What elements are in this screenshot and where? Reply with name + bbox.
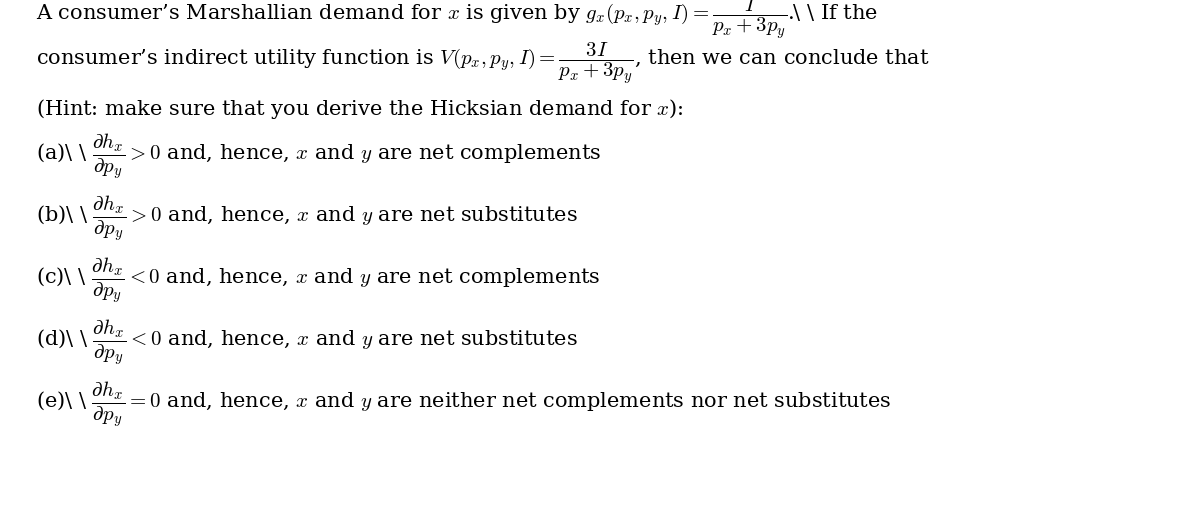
Text: (e)\ \ $\dfrac{\partial h_x}{\partial p_y} = 0$ and, hence, $x$ and $y$ are neit: (e)\ \ $\dfrac{\partial h_x}{\partial p_… <box>36 379 892 429</box>
Text: (d)\ \ $\dfrac{\partial h_x}{\partial p_y} < 0$ and, hence, $x$ and $y$ are net : (d)\ \ $\dfrac{\partial h_x}{\partial p_… <box>36 317 577 367</box>
Text: (a)\ \ $\dfrac{\partial h_x}{\partial p_y} > 0$ and, hence, $x$ and $y$ are net : (a)\ \ $\dfrac{\partial h_x}{\partial p_… <box>36 131 601 181</box>
Text: consumer’s indirect utility function is $V(p_x, p_y, I) = \dfrac{3I}{p_x+3p_y}$,: consumer’s indirect utility function is … <box>36 41 930 86</box>
Text: A consumer’s Marshallian demand for $x$ is given by $g_x(p_x, p_y, I) = \dfrac{I: A consumer’s Marshallian demand for $x$ … <box>36 0 878 41</box>
Text: (b)\ \ $\dfrac{\partial h_x}{\partial p_y} > 0$ and, hence, $x$ and $y$ are net : (b)\ \ $\dfrac{\partial h_x}{\partial p_… <box>36 193 577 243</box>
Text: (Hint: make sure that you derive the Hicksian demand for $x$):: (Hint: make sure that you derive the Hic… <box>36 97 684 121</box>
Text: (c)\ \ $\dfrac{\partial h_x}{\partial p_y} < 0$ and, hence, $x$ and $y$ are net : (c)\ \ $\dfrac{\partial h_x}{\partial p_… <box>36 255 601 305</box>
